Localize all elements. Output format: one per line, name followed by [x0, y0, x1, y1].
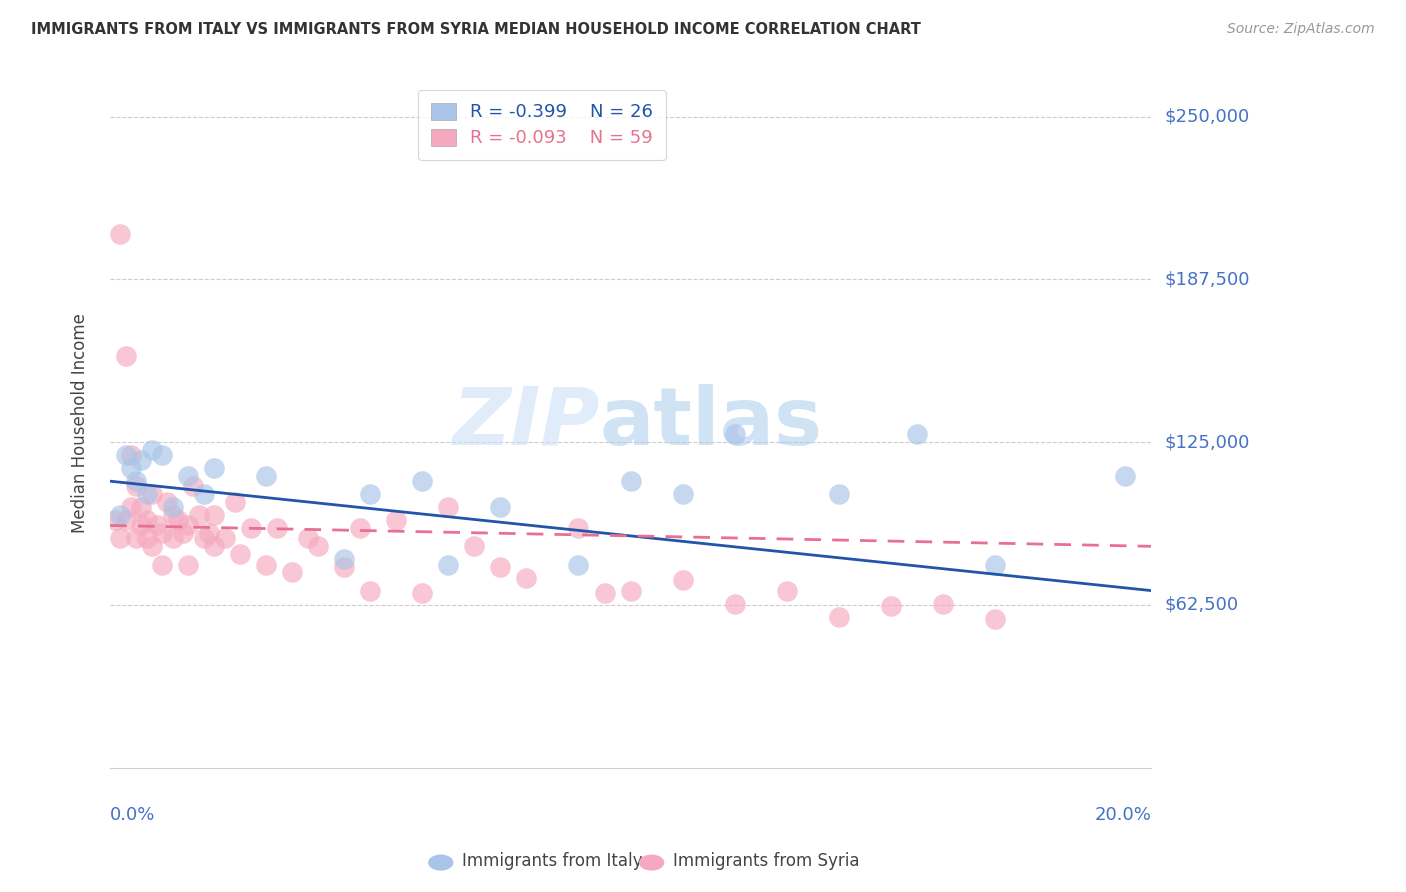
Y-axis label: Median Household Income: Median Household Income — [72, 312, 89, 533]
Point — [515, 570, 537, 584]
Point — [463, 539, 485, 553]
Point — [1114, 469, 1136, 483]
Point — [162, 532, 184, 546]
Point — [114, 513, 136, 527]
Point — [489, 500, 512, 515]
Text: atlas: atlas — [599, 384, 823, 461]
Point — [193, 532, 215, 546]
Point — [489, 560, 512, 574]
Text: $250,000: $250,000 — [1166, 108, 1250, 126]
Point — [120, 500, 142, 515]
Point — [385, 513, 408, 527]
Point — [141, 442, 163, 457]
Point — [110, 532, 132, 546]
Point — [359, 583, 381, 598]
Point — [905, 427, 928, 442]
Point — [567, 558, 589, 572]
Point — [254, 469, 277, 483]
Point — [114, 448, 136, 462]
Point — [984, 558, 1007, 572]
Point — [141, 539, 163, 553]
Point — [129, 453, 152, 467]
Point — [333, 552, 356, 566]
Point — [125, 479, 148, 493]
Legend: R = -0.399    N = 26, R = -0.093    N = 59: R = -0.399 N = 26, R = -0.093 N = 59 — [418, 90, 666, 160]
Point — [297, 532, 319, 546]
Point — [183, 479, 205, 493]
Point — [437, 558, 460, 572]
Point — [150, 526, 173, 541]
Text: Immigrants from Syria: Immigrants from Syria — [672, 852, 859, 870]
Point — [110, 227, 132, 241]
Point — [120, 461, 142, 475]
Text: $187,500: $187,500 — [1166, 270, 1250, 288]
Text: ZIP: ZIP — [451, 384, 599, 461]
Point — [198, 526, 221, 541]
Point — [120, 448, 142, 462]
Point — [125, 474, 148, 488]
Point — [880, 599, 903, 614]
Text: $62,500: $62,500 — [1166, 596, 1239, 614]
Text: Immigrants from Italy: Immigrants from Italy — [461, 852, 643, 870]
Point — [135, 532, 157, 546]
Point — [266, 521, 288, 535]
Point — [671, 573, 693, 587]
Point — [177, 558, 200, 572]
Text: 20.0%: 20.0% — [1094, 805, 1152, 823]
Point — [724, 597, 747, 611]
Point — [281, 566, 304, 580]
Point — [437, 500, 460, 515]
Point — [224, 495, 246, 509]
Point — [156, 495, 179, 509]
Point — [214, 532, 236, 546]
Point — [141, 487, 163, 501]
Point — [229, 547, 252, 561]
Point — [110, 508, 132, 522]
Text: Source: ZipAtlas.com: Source: ZipAtlas.com — [1227, 22, 1375, 37]
Point — [129, 518, 152, 533]
Point — [150, 448, 173, 462]
Point — [619, 583, 641, 598]
Point — [984, 612, 1007, 626]
Point — [193, 487, 215, 501]
Point — [187, 508, 209, 522]
Point — [932, 597, 955, 611]
Point — [254, 558, 277, 572]
Point — [307, 539, 329, 553]
Text: $125,000: $125,000 — [1166, 434, 1250, 451]
Point — [828, 609, 851, 624]
Point — [129, 500, 152, 515]
Point — [202, 539, 225, 553]
Point — [828, 487, 851, 501]
Point — [146, 518, 169, 533]
Point — [150, 558, 173, 572]
Point — [162, 508, 184, 522]
Point — [411, 586, 433, 600]
Point — [125, 532, 148, 546]
Point — [724, 427, 747, 442]
Point — [177, 469, 200, 483]
Point — [177, 518, 200, 533]
Point — [359, 487, 381, 501]
Point — [349, 521, 371, 535]
Text: 0.0%: 0.0% — [110, 805, 156, 823]
Point — [567, 521, 589, 535]
Point — [239, 521, 262, 535]
Point — [135, 513, 157, 527]
Point — [104, 513, 127, 527]
Point — [172, 526, 194, 541]
Point — [776, 583, 799, 598]
Text: IMMIGRANTS FROM ITALY VS IMMIGRANTS FROM SYRIA MEDIAN HOUSEHOLD INCOME CORRELATI: IMMIGRANTS FROM ITALY VS IMMIGRANTS FROM… — [31, 22, 921, 37]
Point — [593, 586, 616, 600]
Point — [202, 461, 225, 475]
Point — [333, 560, 356, 574]
Point — [166, 513, 188, 527]
Point — [411, 474, 433, 488]
Point — [135, 487, 157, 501]
Point — [162, 500, 184, 515]
Point — [202, 508, 225, 522]
Point — [671, 487, 693, 501]
Point — [114, 349, 136, 363]
Point — [619, 474, 641, 488]
